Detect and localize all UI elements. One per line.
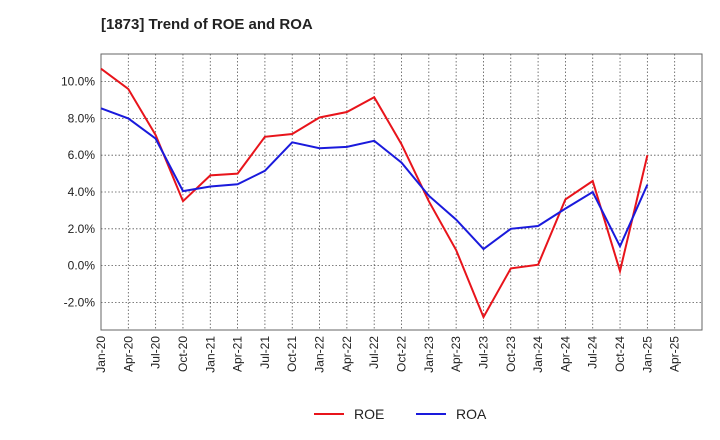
x-tick-label: Oct-24 — [613, 336, 627, 372]
y-tick-label: 4.0% — [68, 185, 96, 199]
y-tick-label: 10.0% — [61, 75, 95, 89]
x-tick-label: Jan-22 — [313, 336, 327, 373]
x-tick-label: Jan-21 — [203, 336, 217, 373]
x-tick-label: Jul-23 — [476, 336, 490, 369]
x-tick-label: Jan-24 — [531, 336, 545, 373]
x-tick-label: Apr-23 — [449, 336, 463, 372]
x-tick-label: Jul-22 — [367, 336, 381, 369]
x-tick-label: Apr-21 — [231, 336, 245, 372]
x-tick-label: Oct-22 — [395, 336, 409, 372]
y-tick-label: 8.0% — [68, 111, 96, 125]
x-tick-label: Oct-21 — [285, 336, 299, 372]
y-tick-label: 6.0% — [68, 148, 96, 162]
x-tick-label: Apr-22 — [340, 336, 354, 372]
x-tick-label: Oct-23 — [504, 336, 518, 372]
series-line-roa — [100, 107, 649, 251]
x-tick-label: Jul-21 — [258, 336, 272, 369]
x-tick-label: Jul-20 — [149, 336, 163, 369]
x-tick-label: Apr-25 — [668, 336, 682, 372]
x-tick-label: Jul-24 — [586, 336, 600, 369]
y-tick-label: 0.0% — [68, 259, 96, 273]
legend-label-roa: ROA — [456, 406, 487, 422]
x-tick-label: Apr-20 — [121, 336, 135, 372]
y-tick-label: -2.0% — [64, 295, 96, 309]
series-line-roe — [100, 67, 649, 320]
legend-label-roe: ROE — [354, 406, 384, 422]
x-tick-label: Apr-24 — [558, 336, 572, 372]
x-tick-label: Jan-23 — [422, 336, 436, 373]
chart-title: [1873] Trend of ROE and ROA — [101, 16, 313, 33]
y-tick-label: 2.0% — [68, 222, 96, 236]
x-tick-label: Jan-25 — [640, 336, 654, 373]
x-tick-label: Oct-20 — [176, 336, 190, 372]
x-tick-label: Jan-20 — [94, 336, 108, 373]
